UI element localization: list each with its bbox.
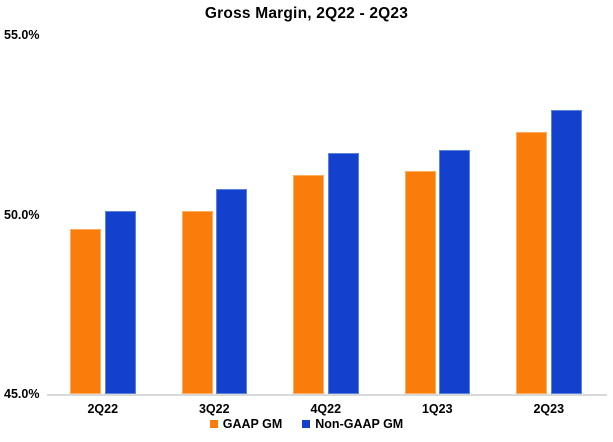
legend-item-non-gaap-gm: Non-GAAP GM <box>302 417 403 431</box>
y-tick-label-50-0: 50.0% <box>4 207 40 222</box>
legend-marker-gaap-gm <box>209 420 218 428</box>
x-axis-label-1q23: 1Q23 <box>421 402 453 416</box>
legend-marker-non-gaap-gm <box>302 420 311 428</box>
x-axis-label-3q22: 3Q22 <box>198 402 230 416</box>
y-tick-label-55-0: 55.0% <box>4 28 40 42</box>
bar-non-gaap-gm-4q22 <box>327 153 359 394</box>
legend-item-gaap-gm: GAAP GM <box>209 417 283 431</box>
x-axis-label-2q23: 2Q23 <box>533 402 565 416</box>
plot-area <box>47 35 607 396</box>
bar-gaap-gm-2q22 <box>70 228 101 394</box>
bar-gaap-gm-4q22 <box>293 175 324 394</box>
bar-non-gaap-gm-2q22 <box>104 210 136 394</box>
chart-title: Gross Margin, 2Q22 - 2Q23 <box>204 5 409 22</box>
legend-label-non-gaap-gm: Non-GAAP GM <box>315 417 404 431</box>
bar-gaap-gm-1q23 <box>404 171 436 394</box>
legend: GAAP GM Non-GAAP GM <box>0 417 613 431</box>
x-axis-label-2q22: 2Q22 <box>87 402 119 416</box>
bar-gaap-gm-3q22 <box>181 210 213 394</box>
bar-non-gaap-gm-2q23 <box>550 110 582 394</box>
bar-non-gaap-gm-3q22 <box>216 189 247 394</box>
x-axis-label-4q22: 4Q22 <box>310 402 342 416</box>
bar-gaap-gm-2q23 <box>516 131 547 394</box>
y-tick-label-45-0: 45.0% <box>4 387 40 401</box>
legend-label-gaap-gm: GAAP GM <box>222 417 283 431</box>
bar-non-gaap-gm-1q23 <box>439 149 470 394</box>
